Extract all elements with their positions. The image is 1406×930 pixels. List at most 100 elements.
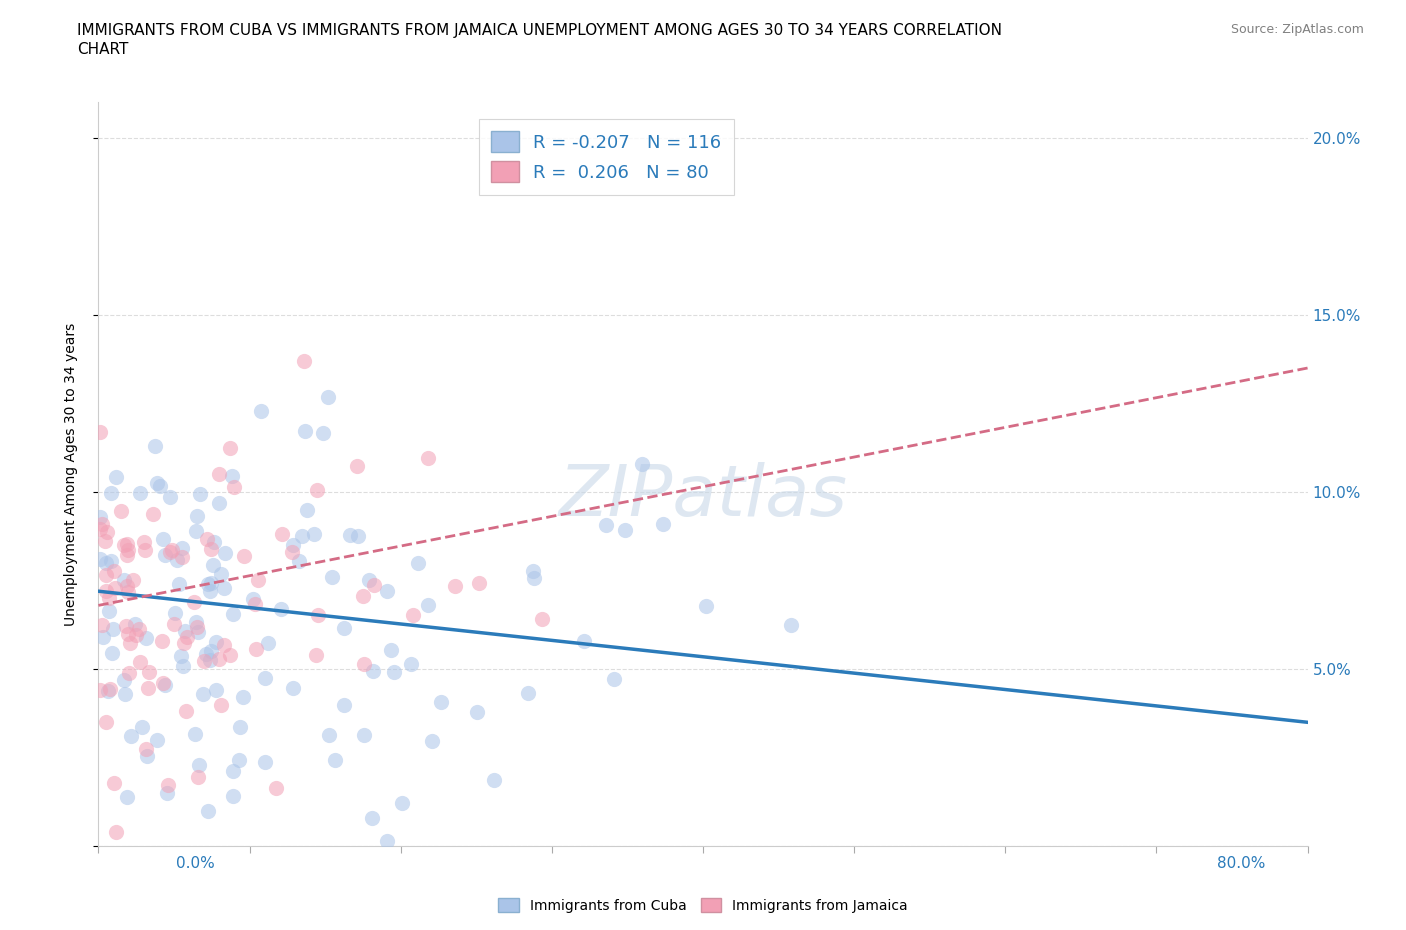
Point — [219, 440, 242, 455]
Point — [115, 578, 138, 593]
Point — [98, 682, 121, 697]
Point — [114, 618, 136, 633]
Point — [191, 687, 214, 702]
Point — [98, 591, 121, 605]
Text: 80.0%: 80.0% — [1218, 856, 1265, 870]
Point — [222, 764, 245, 778]
Text: IMMIGRANTS FROM CUBA VS IMMIGRANTS FROM JAMAICA UNEMPLOYMENT AMONG AGES 30 TO 34: IMMIGRANTS FROM CUBA VS IMMIGRANTS FROM … — [77, 23, 1002, 38]
Text: Source: ZipAtlas.com: Source: ZipAtlas.com — [1230, 23, 1364, 36]
Point — [200, 644, 222, 658]
Point — [170, 648, 193, 663]
Point — [651, 517, 673, 532]
Point — [89, 522, 111, 537]
Point — [183, 594, 205, 609]
Point — [246, 573, 269, 588]
Point — [156, 786, 179, 801]
Point — [201, 558, 224, 573]
Point — [205, 635, 228, 650]
Point — [104, 825, 127, 840]
Point — [114, 686, 136, 701]
Point — [294, 423, 316, 438]
Point — [380, 643, 402, 658]
Point — [418, 597, 440, 612]
Point — [377, 833, 399, 848]
Point — [115, 548, 138, 563]
Point — [97, 684, 120, 698]
Point — [200, 541, 222, 556]
Point — [91, 630, 114, 644]
Point — [134, 542, 156, 557]
Point — [121, 573, 143, 588]
Point — [129, 655, 152, 670]
Point — [631, 457, 654, 472]
Point — [375, 583, 398, 598]
Point — [101, 621, 124, 636]
Point — [91, 618, 114, 632]
Point — [316, 390, 339, 405]
Point — [173, 635, 195, 650]
Point — [307, 483, 329, 498]
Point — [172, 658, 194, 673]
Point — [89, 510, 111, 525]
Point — [221, 789, 243, 804]
Point — [229, 720, 252, 735]
Point — [465, 704, 488, 719]
Point — [222, 606, 245, 621]
Point — [94, 533, 117, 548]
Point — [323, 752, 346, 767]
Point — [281, 545, 304, 560]
Point — [103, 776, 125, 790]
Point — [531, 612, 554, 627]
Point — [307, 607, 329, 622]
Point — [188, 758, 211, 773]
Point — [172, 540, 194, 555]
Point — [209, 698, 232, 712]
Point — [187, 769, 209, 784]
Point — [124, 617, 146, 631]
Point — [271, 526, 294, 541]
Point — [187, 624, 209, 639]
Point — [174, 624, 197, 639]
Point — [120, 728, 142, 743]
Point — [97, 604, 120, 618]
Point — [117, 627, 139, 642]
Point — [346, 528, 368, 543]
Point — [136, 681, 159, 696]
Point — [484, 772, 506, 787]
Point — [353, 727, 375, 742]
Point — [100, 485, 122, 500]
Point — [523, 571, 546, 586]
Point — [208, 466, 231, 481]
Point — [361, 664, 384, 679]
Point — [257, 636, 280, 651]
Point — [89, 683, 111, 698]
Point — [138, 665, 160, 680]
Point — [163, 606, 186, 621]
Point — [406, 555, 429, 570]
Point — [149, 478, 172, 493]
Point — [117, 790, 139, 804]
Point — [135, 741, 157, 756]
Point — [188, 487, 211, 502]
Point — [94, 714, 117, 729]
Point — [136, 748, 159, 763]
Point — [522, 564, 544, 578]
Point — [318, 728, 340, 743]
Point — [96, 525, 118, 539]
Point — [468, 575, 491, 590]
Point — [209, 567, 232, 582]
Point — [118, 635, 141, 650]
Point — [104, 580, 127, 595]
Point — [152, 675, 174, 690]
Point — [283, 538, 305, 552]
Point — [163, 617, 186, 631]
Point — [321, 569, 343, 584]
Point — [222, 480, 245, 495]
Point — [172, 550, 194, 565]
Point — [89, 424, 111, 439]
Point — [595, 518, 617, 533]
Point — [232, 689, 254, 704]
Point — [159, 544, 181, 559]
Legend: Immigrants from Cuba, Immigrants from Jamaica: Immigrants from Cuba, Immigrants from Ja… — [492, 893, 914, 919]
Point — [186, 619, 208, 634]
